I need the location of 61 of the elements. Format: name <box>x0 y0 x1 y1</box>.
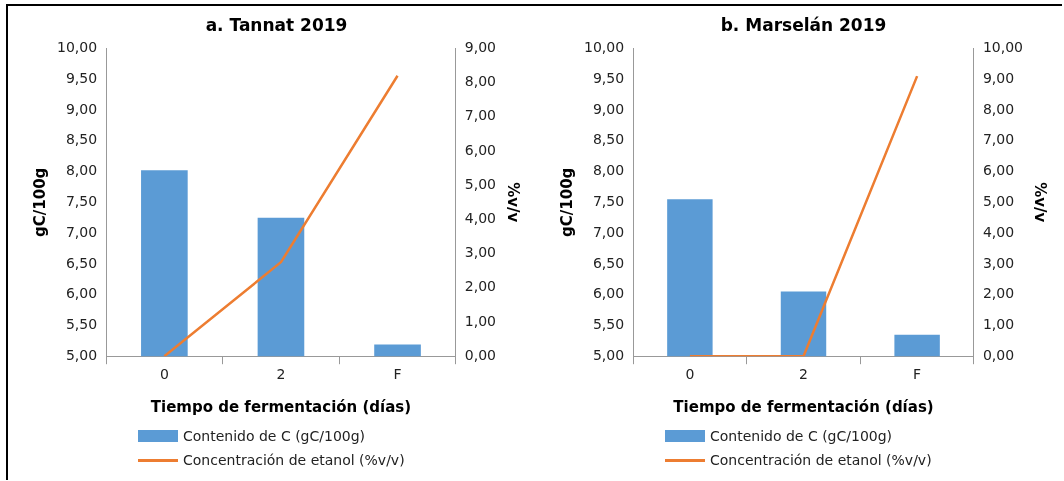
y-tick-label: 5,00 <box>592 346 625 363</box>
y2-tick-label: 4,00 <box>464 210 496 227</box>
x-tick-label: 2 <box>799 366 808 383</box>
y2-tick-label: 9,00 <box>464 39 496 56</box>
y-tick-label: 9,50 <box>65 69 98 86</box>
legend-label: Contenido de C (gC/100g) <box>183 428 366 444</box>
y2-tick-label: 9,00 <box>982 69 1015 86</box>
y-tick-label: 5,50 <box>592 316 625 333</box>
y2-tick-label: 3,00 <box>464 244 496 261</box>
chart-title: b. Marselán 2019 <box>720 14 887 35</box>
y-tick-label: 6,00 <box>65 285 98 302</box>
y2-tick-label: 1,00 <box>464 312 496 329</box>
y-axis-title: gC/100g <box>30 167 49 237</box>
y-tick-label: 10,00 <box>56 39 98 56</box>
y2-tick-label: 2,00 <box>982 285 1015 302</box>
x-tick-label: 2 <box>276 366 286 383</box>
y2-tick-label: 3,00 <box>982 254 1015 271</box>
y-tick-label: 9,50 <box>592 69 625 86</box>
y-tick-label: 8,00 <box>592 162 625 179</box>
y-tick-label: 9,00 <box>65 100 98 117</box>
y-tick-label: 5,50 <box>65 316 98 333</box>
x-tick-label: 0 <box>685 366 695 383</box>
y-axis-title: gC/100g <box>557 167 576 237</box>
chart-title: a. Tannat 2019 <box>205 14 348 35</box>
y2-tick-label: 4,00 <box>982 223 1015 240</box>
y2-tick-label: 8,00 <box>464 73 496 90</box>
y-tick-label: 8,50 <box>65 131 98 148</box>
legend-label: Concentración de etanol (%v/v) <box>183 452 405 468</box>
x-tick-label: F <box>393 366 402 383</box>
y2-tick-label: 7,00 <box>464 107 496 124</box>
y2-tick-label: 0,00 <box>982 346 1015 363</box>
x-axis-title: Tiempo de fermentación (días) <box>150 397 412 416</box>
y2-tick-label: 5,00 <box>982 192 1015 209</box>
y2-tick-label: 6,00 <box>982 162 1015 179</box>
y-tick-label: 7,00 <box>65 223 98 240</box>
x-tick-label: 0 <box>159 366 169 383</box>
y-tick-label: 7,50 <box>65 192 98 209</box>
legend-label: Contenido de C (gC/100g) <box>710 428 893 444</box>
y2-tick-label: 10,00 <box>982 39 1024 56</box>
x-tick-label: F <box>913 366 922 383</box>
y-tick-label: 6,50 <box>65 254 98 271</box>
y2-tick-label: 7,00 <box>982 131 1015 148</box>
y2-tick-label: 8,00 <box>982 100 1015 117</box>
y-tick-label: 8,00 <box>65 162 98 179</box>
y-tick-label: 8,50 <box>592 131 625 148</box>
y2-axis-title: %v/v <box>504 182 523 223</box>
y2-tick-label: 1,00 <box>982 316 1015 333</box>
y-tick-label: 6,00 <box>592 285 625 302</box>
y-tick-label: 7,50 <box>592 192 625 209</box>
x-axis-title: Tiempo de fermentación (días) <box>673 397 934 416</box>
y-tick-label: 9,00 <box>592 100 625 117</box>
y2-tick-label: 5,00 <box>464 175 496 192</box>
legend-label: Concentración de etanol (%v/v) <box>710 452 932 468</box>
y2-axis-title: %v/v <box>1031 182 1050 223</box>
y-tick-label: 7,00 <box>592 223 625 240</box>
y2-tick-label: 0,00 <box>464 346 496 363</box>
y2-tick-label: 6,00 <box>464 141 496 158</box>
y2-tick-label: 2,00 <box>464 278 496 295</box>
y-tick-label: 10,00 <box>583 39 625 56</box>
y-tick-label: 6,50 <box>592 254 625 271</box>
y-tick-label: 5,00 <box>65 346 98 363</box>
